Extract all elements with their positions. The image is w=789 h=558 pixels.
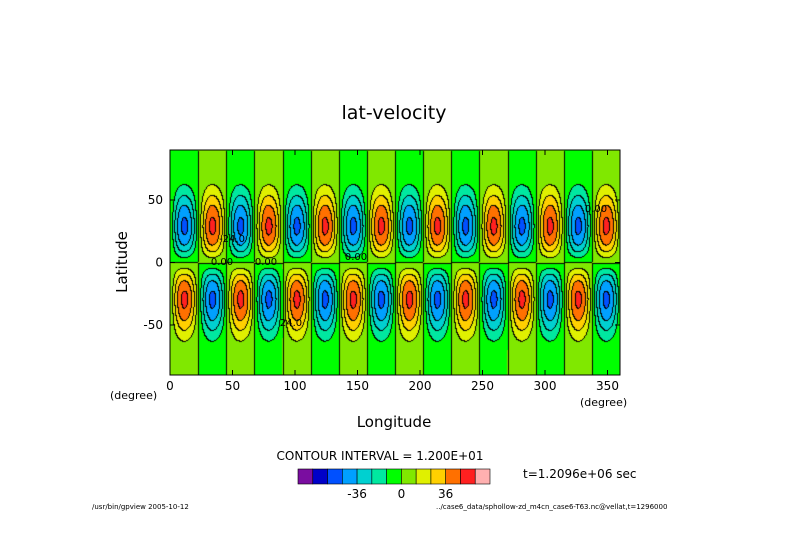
footer-right: ../case6_data/sphollow-zd_m4cn_case6-T63…: [436, 503, 667, 511]
chart-title: lat-velocity: [342, 102, 447, 124]
colorbar-swatch: [460, 468, 476, 485]
x-tick-label: 200: [409, 379, 432, 393]
x-tick-label: 150: [346, 379, 369, 393]
colorbar-swatch: [401, 468, 417, 485]
x-tick-label: 350: [596, 379, 619, 393]
contour-field: [170, 150, 620, 375]
colorbar-swatch: [327, 468, 343, 485]
contour-value-label: 0.00: [255, 257, 277, 268]
colorbar-swatch: [312, 468, 328, 485]
y-tick-label: 50: [148, 193, 163, 207]
x-axis-unit: (degree): [580, 396, 627, 409]
axes: 0 50 100 150 200 250 300 350 -50 0 50: [143, 149, 621, 393]
x-tick-label: 0: [166, 379, 174, 393]
colorbar-swatch: [297, 468, 314, 485]
colorbar-tick-label: 36: [438, 487, 453, 501]
colorbar: -36 0 36: [297, 468, 491, 501]
x-tick-label: 300: [534, 379, 557, 393]
plot-area: 0.00 0.00 0.00 -24.0 24.0 0.00: [170, 150, 620, 375]
x-tick-label: 250: [471, 379, 494, 393]
colorbar-swatch: [356, 468, 373, 485]
contour-value-label: 0.00: [585, 204, 607, 215]
y-tick-label: -50: [143, 318, 163, 332]
x-tick-label: 50: [225, 379, 240, 393]
colorbar-swatch: [430, 468, 446, 485]
y-axis-unit: (degree): [110, 389, 157, 402]
colorbar-swatch: [386, 468, 402, 485]
time-label: t=1.2096e+06 sec: [523, 467, 637, 481]
contour-value-label: 0.00: [345, 252, 367, 263]
footer-left: /usr/bin/gpview 2005-10-12: [92, 503, 189, 511]
colorbar-swatch: [342, 468, 358, 485]
contour-interval-label: CONTOUR INTERVAL = 1.200E+01: [277, 449, 484, 463]
y-axis-title: Latitude: [113, 231, 131, 293]
contour-value-label: 0.00: [211, 257, 233, 268]
y-tick-label: 0: [155, 256, 163, 270]
colorbar-swatch: [371, 468, 387, 485]
contour-value-label: 24.0: [280, 318, 302, 329]
colorbar-tick-label: -36: [347, 487, 367, 501]
colorbar-tick-label: 0: [398, 487, 406, 501]
colorbar-swatch: [445, 468, 461, 485]
contour-value-label: -24.0: [219, 234, 245, 245]
colorbar-swatch: [415, 468, 432, 485]
colorbar-swatch: [474, 468, 491, 485]
x-tick-label: 100: [284, 379, 307, 393]
x-axis-title: Longitude: [357, 413, 432, 431]
